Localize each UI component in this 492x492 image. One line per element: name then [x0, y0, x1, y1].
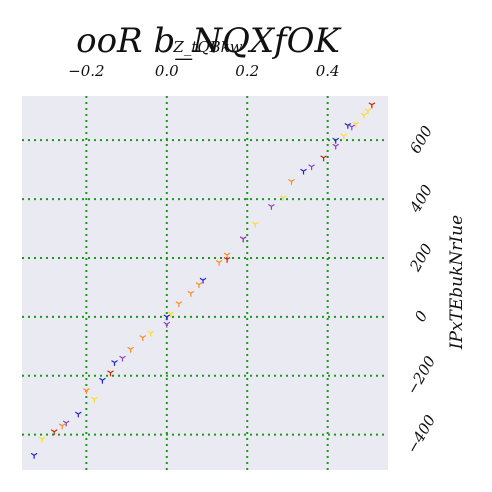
- y-tick-label: 0: [411, 307, 432, 325]
- data-point: [127, 346, 134, 353]
- data-point: [332, 137, 340, 144]
- data-point: [268, 203, 275, 210]
- y-axis-label: IPxTEbukNrIue: [447, 215, 467, 350]
- data-point: [344, 122, 352, 129]
- data-point: [223, 252, 231, 259]
- x-axis-label: Z_tQBkw: [172, 38, 242, 56]
- data-point: [167, 311, 175, 318]
- data-point: [239, 236, 247, 243]
- data-point: [195, 282, 203, 288]
- data-point: [58, 423, 66, 430]
- data-point: [91, 396, 98, 403]
- data-point: [175, 301, 183, 308]
- data-point: [223, 256, 231, 263]
- data-point: [280, 195, 287, 202]
- data-point: [308, 164, 315, 171]
- grid-lines: [22, 96, 388, 470]
- data-point: [288, 178, 295, 185]
- x-tick-label: 0.2: [235, 62, 259, 80]
- data-point: [139, 335, 147, 341]
- data-point: [119, 355, 126, 362]
- y-tick-label: 400: [406, 181, 437, 216]
- data-point: [360, 112, 368, 119]
- y-tick-label: 600: [406, 122, 436, 156]
- data-point: [163, 321, 171, 328]
- y-tick-label: −200: [403, 353, 439, 398]
- data-point: [364, 108, 372, 115]
- data-point: [348, 124, 356, 131]
- data-point: [300, 168, 307, 175]
- x-tick-label: −0.2: [68, 62, 104, 80]
- data-point: [50, 429, 58, 436]
- y-tick-labels: −400 −200 0 200 400 600: [403, 122, 439, 456]
- data-point: [340, 133, 348, 140]
- data-point: [62, 420, 70, 427]
- data-point: [147, 330, 155, 337]
- y-tick-label: −400: [403, 411, 439, 456]
- data-point: [320, 155, 327, 162]
- data-point: [199, 277, 207, 284]
- data-point: [111, 360, 118, 366]
- x-tick-labels: −0.2 0.0 0.2 0.4: [68, 62, 339, 80]
- data-points: [30, 102, 376, 459]
- data-point: [99, 377, 106, 384]
- data-point: [83, 388, 90, 394]
- data-point: [187, 290, 195, 297]
- data-point: [38, 436, 46, 443]
- x-tick-label: 0.4: [316, 62, 340, 80]
- data-point: [352, 121, 360, 128]
- data-point: [163, 314, 171, 321]
- y-tick-label: 200: [406, 240, 437, 275]
- data-point: [74, 411, 82, 418]
- data-point: [251, 221, 259, 228]
- plot-background: [22, 96, 388, 470]
- data-point: [107, 370, 114, 377]
- data-point: [368, 102, 376, 109]
- chart-title: ooR b_NQXfOK: [76, 21, 342, 61]
- data-point: [332, 143, 340, 150]
- data-point: [215, 259, 223, 266]
- x-tick-label: 0.0: [155, 62, 179, 80]
- data-point: [30, 452, 38, 459]
